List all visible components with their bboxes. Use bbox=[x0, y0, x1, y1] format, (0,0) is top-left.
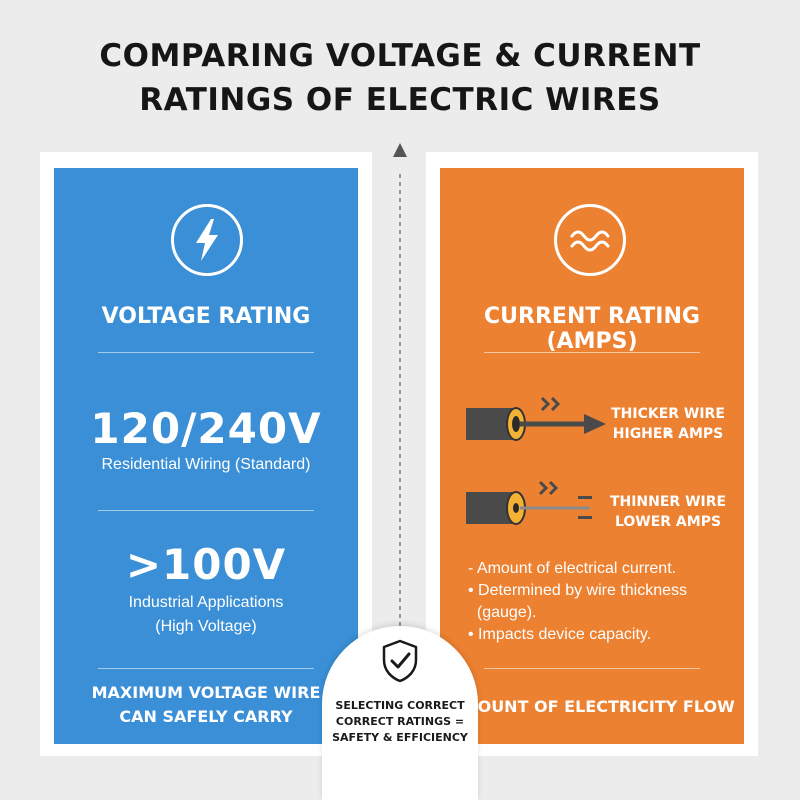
thick-wire-icon bbox=[466, 396, 606, 441]
divider-line bbox=[484, 668, 700, 669]
thick-wire-label-line2: HIGHER AMPS bbox=[612, 426, 724, 442]
wave-current-icon bbox=[554, 204, 626, 276]
badge-line-1: SELECTING CORRECT bbox=[335, 699, 465, 712]
voltage-value-industrial: >100V bbox=[125, 540, 287, 589]
title-line-1: COMPARING VOLTAGE & CURRENT bbox=[99, 38, 701, 74]
thin-wire-label-line1: THINNER WIRE bbox=[609, 494, 727, 510]
voltage-footer-line1: MAXIMUM VOLTAGE WIRE bbox=[91, 683, 321, 702]
badge-line-3: SAFETY & EFFICIENCY bbox=[332, 731, 468, 744]
list-item: • Impacts device capacity. bbox=[468, 626, 652, 643]
current-panel: CURRENT RATING (AMPS) THICKER WIRE = HIG… bbox=[440, 168, 744, 744]
arrow-up-icon bbox=[393, 143, 407, 157]
voltage-panel: VOLTAGE RATING 120/240V Residential Wiri… bbox=[54, 168, 358, 744]
current-bullet-list: - Amount of electrical current. • Determ… bbox=[468, 558, 728, 646]
shield-check-icon bbox=[382, 639, 418, 683]
thick-wire-label-line1: THICKER WIRE = bbox=[611, 406, 725, 442]
center-divider-arrow bbox=[399, 174, 401, 630]
current-heading: CURRENT RATING (AMPS) bbox=[484, 304, 700, 354]
voltage-footer-line2: CAN SAFELY CARRY bbox=[119, 707, 293, 726]
list-item: • Determined by wire thickness bbox=[468, 582, 688, 599]
voltage-value-residential: 120/240V bbox=[90, 404, 322, 453]
list-item: - Amount of electrical current. bbox=[468, 560, 677, 577]
voltage-heading: VOLTAGE RATING bbox=[101, 304, 311, 329]
thin-wire-icon bbox=[466, 480, 592, 525]
lightning-bolt-icon bbox=[171, 204, 243, 276]
current-footer: AMOUNT OF ELECTRICITY FLOW bbox=[449, 697, 735, 716]
divider-line bbox=[98, 510, 314, 511]
divider-line bbox=[98, 352, 314, 353]
voltage-desc-industrial-line2: (High Voltage) bbox=[155, 618, 257, 635]
voltage-desc-industrial-line1: Industrial Applications bbox=[128, 594, 284, 611]
title-line-2: RATINGS OF ELECTRIC WIRES bbox=[139, 82, 661, 118]
divider-line bbox=[98, 668, 314, 669]
divider-line bbox=[484, 352, 700, 353]
safety-badge: SELECTING CORRECT CORRECT RATINGS = SAFE… bbox=[322, 626, 478, 800]
badge-text: SELECTING CORRECT CORRECT RATINGS = SAFE… bbox=[322, 698, 478, 746]
page-title: COMPARING VOLTAGE & CURRENT RATINGS OF E… bbox=[0, 34, 800, 122]
badge-line-2: CORRECT RATINGS = bbox=[335, 715, 465, 728]
list-item: (gauge). bbox=[468, 604, 537, 621]
voltage-desc-residential: Residential Wiring (Standard) bbox=[101, 456, 311, 473]
thin-wire-label-line2: LOWER AMPS bbox=[614, 514, 722, 530]
